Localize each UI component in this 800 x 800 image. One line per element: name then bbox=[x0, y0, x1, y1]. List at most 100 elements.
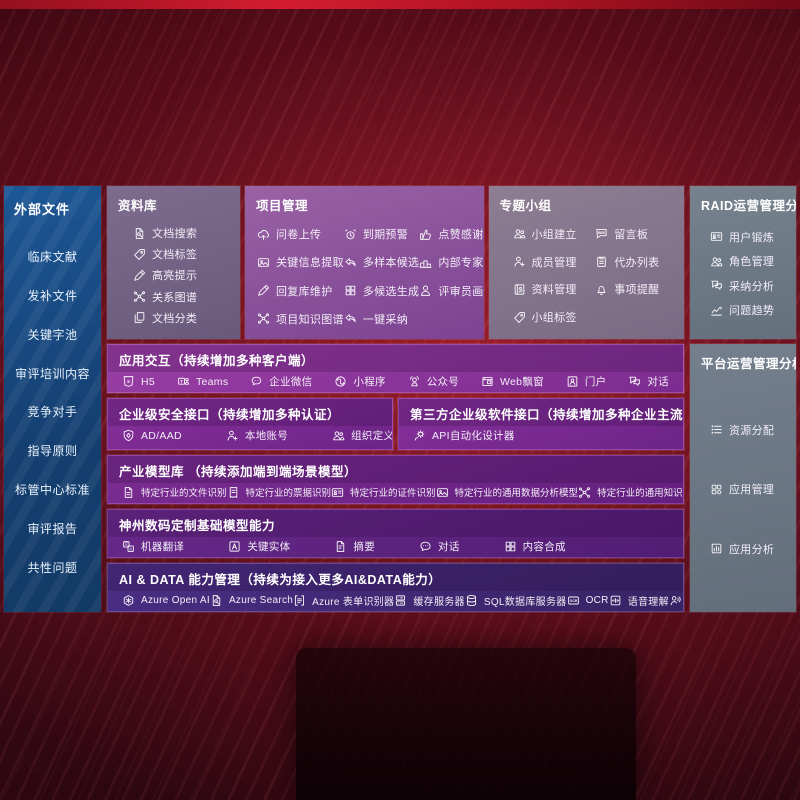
section-industry-model-library: 产业模型库 （持续添加端到端场景模型） 特定行业的文件识别 特定行业的票据识别 特定… bbox=[107, 455, 684, 504]
feature-item: T Teams bbox=[177, 375, 228, 388]
h5-icon: 5 bbox=[122, 375, 135, 388]
speech-icon bbox=[609, 594, 622, 607]
puzzle-icon bbox=[504, 540, 517, 553]
feature-item-label: OCR bbox=[585, 595, 609, 606]
svg-text:A: A bbox=[129, 547, 132, 551]
section-topic-groups: 专题小组 小组建立 BBS 留言板 成员管理 代办列表 资料管理 事项提醒 小组标签 bbox=[488, 186, 685, 339]
feature-item: BBS 留言板 bbox=[595, 226, 678, 242]
feature-item-label: 点赞感谢 bbox=[438, 229, 484, 242]
feature-item-label: 一键采纳 bbox=[362, 313, 409, 326]
a-badge-icon bbox=[228, 540, 241, 553]
pen-icon bbox=[133, 269, 146, 282]
feature-item: 企业微信 bbox=[250, 374, 312, 389]
feature-item-label: 高亮提示 bbox=[152, 270, 198, 283]
window-icon bbox=[481, 375, 494, 388]
db-icon bbox=[465, 594, 478, 607]
feature-item: OCR OCR bbox=[567, 594, 609, 607]
feature-item: 关键实体 bbox=[228, 539, 290, 554]
feature-item: 成员管理 bbox=[513, 254, 596, 270]
feature-item-label: 小组标签 bbox=[531, 312, 577, 325]
ai-data-items: Azure Open AI Azure Search Azure 表单识别器 缓存服务… bbox=[108, 591, 683, 611]
feature-item-label: 小组建立 bbox=[531, 228, 577, 241]
section-custom-base-models: 神州数码定制基础模型能力 文 A 机器翻译 关键实体 摘要 对话 内容合成 bbox=[107, 509, 684, 558]
feature-item: 对话 bbox=[419, 539, 460, 554]
section-title: 第三方企业级软件接口（持续增加多种企业主流软件接口） bbox=[399, 399, 683, 426]
feature-item: 摘要 bbox=[334, 539, 375, 554]
feature-item-label: Azure Open AI bbox=[141, 595, 210, 606]
portal-icon bbox=[566, 375, 579, 388]
feature-item-label: 用户锻炼 bbox=[729, 231, 775, 244]
graph-icon bbox=[133, 290, 146, 303]
feature-item: 事项提醒 bbox=[595, 281, 678, 297]
feature-item-label: 特定行业的通用知识图谱模型 bbox=[597, 488, 683, 499]
feature-item: 特定行业的通用知识图谱模型 bbox=[578, 485, 683, 499]
image-icon bbox=[436, 486, 449, 499]
feature-item-label: 门户 bbox=[584, 376, 607, 388]
feature-item: 本地账号 bbox=[226, 428, 288, 443]
feature-item-label: 到期预警 bbox=[362, 229, 409, 242]
server-icon bbox=[394, 594, 407, 607]
official-account-icon bbox=[408, 375, 421, 388]
section-title: 神州数码定制基础模型能力 bbox=[108, 510, 683, 537]
docs-icon bbox=[133, 311, 146, 324]
feature-item: 问题趋势 bbox=[710, 302, 792, 318]
models-items: 特定行业的文件识别 特定行业的票据识别 特定行业的证件识别 特定行业的通用数据分析模型… bbox=[108, 483, 683, 503]
sidebar-item: 临床文献 bbox=[27, 249, 78, 264]
feature-item: Web飘窗 bbox=[481, 374, 544, 389]
feature-item: 门户 bbox=[566, 374, 607, 389]
feature-item-label: 成员管理 bbox=[531, 256, 577, 269]
chart-box-icon bbox=[710, 542, 723, 555]
section-data-library: 资料库 文档搜索 文档标签 高亮提示 关系图谱 文档分类 bbox=[107, 186, 240, 339]
top-row: 资料库 文档搜索 文档标签 高亮提示 关系图谱 文档分类 项目管理 问卷上传 到期预警 点赞… bbox=[107, 186, 684, 339]
feature-item-label: 采纳分析 bbox=[729, 280, 775, 293]
external-files-sidebar: 外部文件 临床文献 发补文件 关键字池 审评培训内容 竞争对手 指导原则 标管中心标准 审评报… bbox=[4, 186, 101, 612]
feature-item: 5 H5 bbox=[122, 375, 155, 388]
feature-item-label: 项目知识图谱 bbox=[276, 313, 344, 326]
feature-item-label: 关键实体 bbox=[247, 541, 291, 553]
feature-item: 应用分析 bbox=[710, 541, 792, 557]
feature-item: 点赞感谢 bbox=[419, 226, 483, 242]
graph-icon bbox=[257, 312, 270, 325]
miniprogram-icon bbox=[334, 375, 347, 388]
feature-item: 资源分配 bbox=[710, 422, 792, 438]
feature-item: 特定行业的通用数据分析模型 bbox=[436, 485, 578, 499]
section-thirdparty-software-interface: 第三方企业级软件接口（持续增加多种企业主流软件接口） API自动化设计器 bbox=[398, 398, 684, 450]
sidebar-items: 临床文献 发补文件 关键字池 审评培训内容 竞争对手 指导原则 标管中心标准 审评报告 共性问题 bbox=[4, 224, 101, 612]
people-icon bbox=[710, 255, 723, 268]
podium-icon bbox=[419, 256, 432, 269]
feature-item: AD/AAD bbox=[122, 429, 182, 442]
alarm-icon bbox=[344, 228, 357, 241]
bbs-icon: BBS bbox=[595, 227, 608, 240]
list-icon bbox=[710, 423, 723, 436]
feature-item: 内部专家排名 bbox=[419, 254, 484, 270]
clipboard-icon bbox=[595, 255, 608, 268]
feature-item: 多候选生成 bbox=[344, 283, 420, 299]
raid-items: 用户锻炼 角色管理 采纳分析 问题趋势 bbox=[690, 218, 796, 339]
feature-item-label: 代办列表 bbox=[614, 256, 660, 269]
feature-item-label: 应用管理 bbox=[729, 484, 775, 496]
feature-item: 项目知识图谱 bbox=[257, 311, 344, 327]
section-title: AI & DATA 能力管理（持续为接入更多AI&DATA能力） bbox=[108, 564, 683, 591]
feature-item: 代办列表 bbox=[595, 254, 678, 270]
graph-icon bbox=[578, 486, 591, 499]
feature-item-label: 本地账号 bbox=[244, 430, 289, 442]
section-title: 项目管理 bbox=[256, 199, 309, 213]
feature-item-label: SQL数据库服务器 bbox=[483, 597, 567, 608]
feature-item: 组织定义 bbox=[332, 428, 392, 443]
svg-text:5: 5 bbox=[127, 379, 130, 384]
person-plus-icon bbox=[226, 429, 239, 442]
feature-item: 文 A 机器翻译 bbox=[122, 539, 184, 554]
groups-items: 小组建立 BBS 留言板 成员管理 代办列表 资料管理 事项提醒 小组标签 bbox=[489, 218, 685, 339]
feature-item-label: 应用分析 bbox=[729, 543, 775, 556]
feature-item: API自动化设计器 bbox=[413, 428, 515, 443]
sidebar-item: 标管中心标准 bbox=[14, 483, 90, 498]
thumb-icon bbox=[419, 228, 432, 241]
pen-icon bbox=[257, 284, 270, 297]
svg-text:OCR: OCR bbox=[569, 599, 577, 603]
feature-item: 特定行业的票据识别 bbox=[227, 485, 331, 499]
people-icon bbox=[332, 429, 345, 442]
feature-item: 文档分类 bbox=[133, 310, 234, 326]
feature-item-label: 小程序 bbox=[353, 376, 386, 388]
feature-item: 小组建立 bbox=[513, 226, 596, 242]
